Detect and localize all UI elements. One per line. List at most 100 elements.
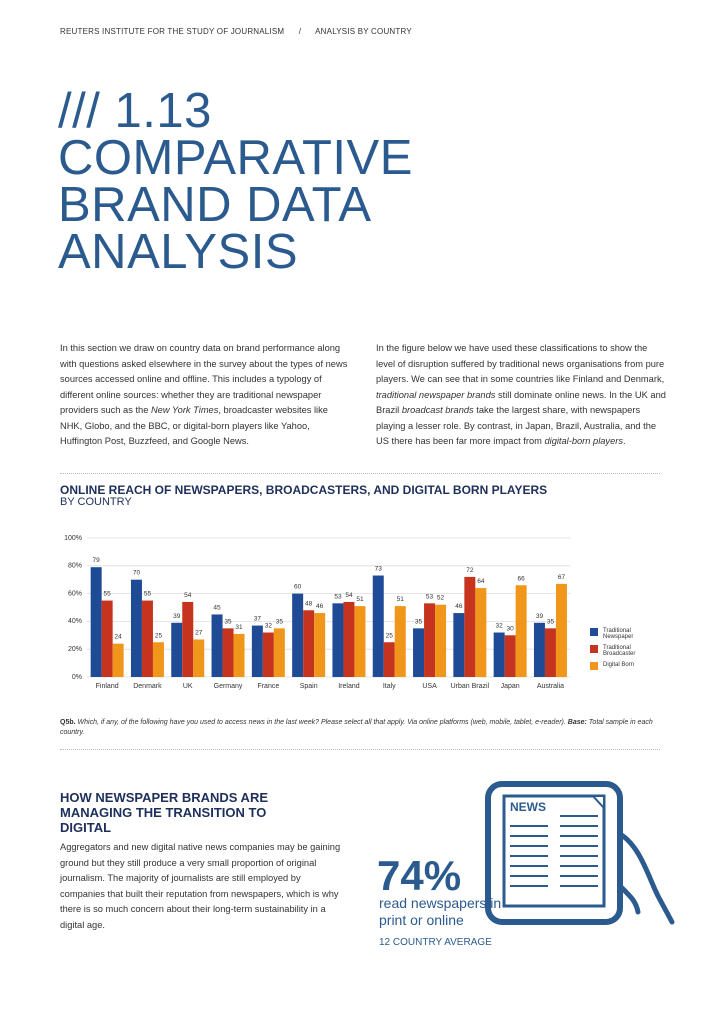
legend-item: Traditional Newspaper [590,628,660,640]
text-run: In the figure below we have used these c… [376,343,665,384]
data-label: 37 [254,616,262,623]
x-tick-label: Italy [383,683,396,690]
x-tick-label: Spain [300,683,318,690]
x-tick-label: Germany [214,683,243,690]
x-tick-label: Denmark [133,683,162,690]
bar [182,601,194,677]
data-label: 30 [507,625,515,632]
bar [273,628,285,677]
legend: Traditional Newspaper Traditional Broadca… [590,628,660,675]
data-label: 46 [455,603,463,610]
bar [453,613,465,677]
header-org: REUTERS INSTITUTE FOR THE STUDY OF JOURN… [60,27,285,36]
legend-swatch [590,662,598,670]
bar [515,585,527,677]
data-label: 25 [155,632,163,639]
data-label: 72 [466,567,474,574]
x-tick-label: USA [422,683,437,690]
footnote-base-text: Total sample in each country. [60,719,653,736]
text-run: In this section we draw on country data … [60,343,348,415]
tablet-frame [485,781,623,925]
divider [60,749,660,750]
bar [504,635,516,677]
footnote-base-label: Base: [567,719,587,726]
data-label: 45 [213,604,221,611]
bar [475,588,487,677]
bar [424,603,436,677]
x-tick-label: Finland [96,683,119,690]
header-separator: / [298,27,302,36]
data-label: 35 [276,618,284,625]
hand [617,831,675,925]
data-label: 67 [558,574,566,581]
x-tick-label: Japan [501,683,520,690]
data-label: 73 [375,566,383,573]
text-run: take the largest share, with newspapers … [376,405,657,446]
y-tick-label: 20% [68,646,82,653]
data-label: 32 [496,623,504,630]
bar [233,633,245,677]
bar [544,628,556,677]
bar [383,642,395,677]
legend-label: Traditional Newspaper [603,628,634,640]
x-tick-label: Ireland [338,683,360,690]
bar [314,613,326,677]
data-label: 55 [104,591,112,598]
data-label: 48 [305,600,313,607]
intro-paragraph: In this section we draw on country data … [60,341,350,450]
intro-paragraph: In the figure below we have used these c… [376,341,666,450]
y-tick-label: 80% [68,563,82,570]
legend-swatch [590,645,598,653]
y-tick-label: 60% [68,590,82,597]
chart: 0% 20% 40% 60% 80% 100% Finland 79 55 24 Denmark 70… [64,535,571,690]
x-tick-label: Australia [537,683,564,690]
tablet-screen [502,794,606,908]
data-label: 39 [173,613,181,620]
tablet-illustration: NEWS [485,781,675,925]
bar [343,601,355,677]
data-label: 27 [195,629,203,636]
header-section: ANALYSIS BY COUNTRY [315,27,412,36]
title-line: COMPARATIVE [58,131,413,185]
data-label: 35 [547,618,555,625]
bar [101,600,113,677]
footnote-label: Q5b. [60,719,76,726]
x-tick-label: UK [183,683,193,690]
y-tick-label: 40% [68,618,82,625]
page-title: /// 1.13 COMPARATIVE BRAND DATA ANALYSIS [58,84,413,277]
data-label: 54 [184,592,192,599]
section-heading: HOW NEWSPAPER BRANDS ARE MANAGING THE TR… [60,790,269,835]
stat-caption: read newspapers in print or online [379,895,502,928]
chart-title: ONLINE REACH OF NEWSPAPERS, BROADCASTERS… [60,483,548,497]
bar [193,639,205,677]
y-tick-label: 0% [72,674,82,681]
bar [555,583,567,677]
section-body: Aggregators and new digital native news … [60,842,341,930]
data-label: 24 [115,634,123,641]
x-tick-label: Urban Brazil [451,683,490,690]
bar [332,603,344,677]
data-label: 51 [397,596,405,603]
data-label: 31 [235,624,243,631]
bar [152,642,164,677]
data-label: 54 [345,592,353,599]
text-run: , broadcaster websites like NHK, Globo, … [60,405,328,446]
data-label: 64 [477,578,485,585]
text-run: . [623,436,626,446]
bar [130,579,142,677]
legend-label: Traditional Broadcaster [603,645,636,657]
bar [435,604,447,677]
y-tick-label: 100% [64,535,82,542]
title-number: /// 1.13 [58,84,212,138]
running-header: REUTERS INSTITUTE FOR THE STUDY OF JOURN… [60,27,424,36]
title-line: BRAND DATA [58,178,372,232]
footnote: Q5b. Which, if any, of the following hav… [60,718,660,738]
bar [251,625,263,677]
text-run: traditional newspaper brands [376,389,496,400]
bar [141,600,153,677]
bar [493,632,505,677]
bar [292,593,304,677]
bar [211,614,223,677]
legend-swatch [590,628,598,636]
